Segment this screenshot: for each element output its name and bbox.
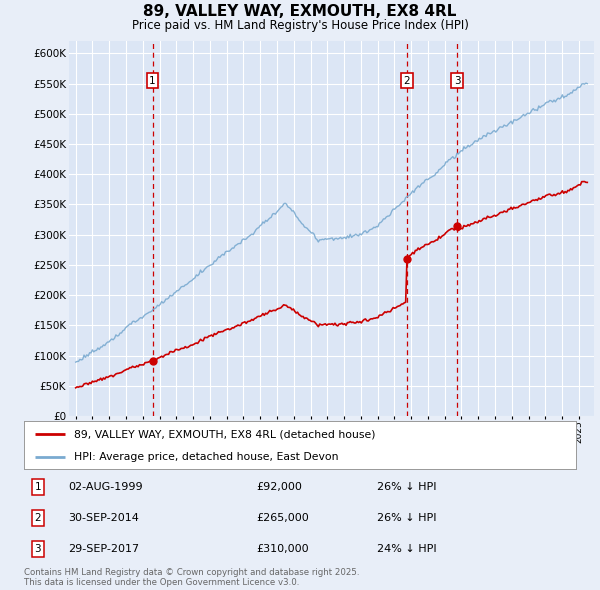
Text: Price paid vs. HM Land Registry's House Price Index (HPI): Price paid vs. HM Land Registry's House … xyxy=(131,19,469,32)
Text: 1: 1 xyxy=(149,76,156,86)
Text: 3: 3 xyxy=(34,544,41,554)
Text: 89, VALLEY WAY, EXMOUTH, EX8 4RL: 89, VALLEY WAY, EXMOUTH, EX8 4RL xyxy=(143,4,457,19)
Text: £265,000: £265,000 xyxy=(256,513,308,523)
Text: 1: 1 xyxy=(34,481,41,491)
Text: 89, VALLEY WAY, EXMOUTH, EX8 4RL (detached house): 89, VALLEY WAY, EXMOUTH, EX8 4RL (detach… xyxy=(74,429,375,439)
Text: 2: 2 xyxy=(34,513,41,523)
Text: £310,000: £310,000 xyxy=(256,544,308,554)
Text: 26% ↓ HPI: 26% ↓ HPI xyxy=(377,513,437,523)
Text: 02-AUG-1999: 02-AUG-1999 xyxy=(68,481,143,491)
Text: 2: 2 xyxy=(404,76,410,86)
Text: 26% ↓ HPI: 26% ↓ HPI xyxy=(377,481,437,491)
Text: Contains HM Land Registry data © Crown copyright and database right 2025.
This d: Contains HM Land Registry data © Crown c… xyxy=(24,568,359,587)
Text: HPI: Average price, detached house, East Devon: HPI: Average price, detached house, East… xyxy=(74,452,338,462)
Text: 30-SEP-2014: 30-SEP-2014 xyxy=(68,513,139,523)
Text: 24% ↓ HPI: 24% ↓ HPI xyxy=(377,544,437,554)
Text: 3: 3 xyxy=(454,76,461,86)
Text: 29-SEP-2017: 29-SEP-2017 xyxy=(68,544,139,554)
Text: £92,000: £92,000 xyxy=(256,481,302,491)
